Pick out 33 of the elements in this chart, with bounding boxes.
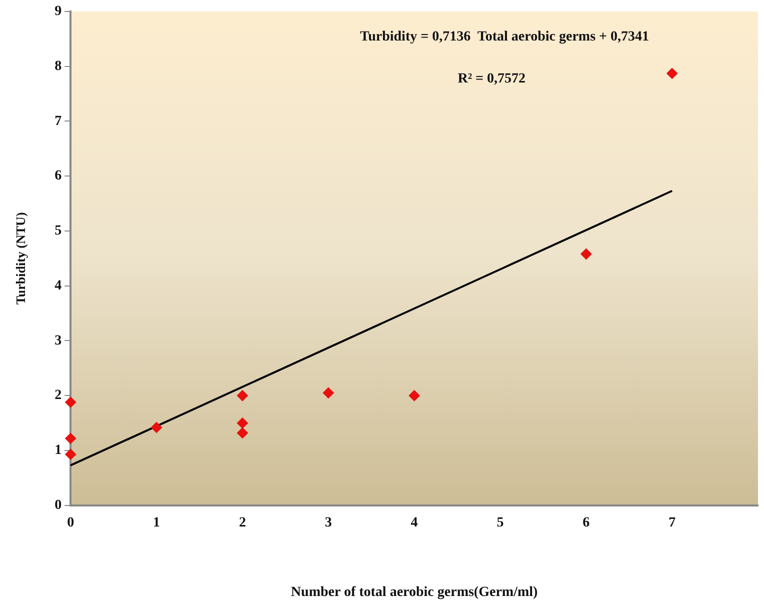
point — [322, 387, 334, 398]
x-tick-label: 4 — [410, 515, 418, 530]
y-tick-label: 0 — [54, 498, 62, 514]
y-axis-title: Turbidity (NTU) — [13, 212, 28, 305]
x-tick-label: 7 — [668, 515, 676, 530]
point — [580, 248, 592, 260]
annotation: Turbidity = 0,7136 Total aerobic germs + 0,7341 — [360, 29, 650, 44]
y-tick-label: 1 — [54, 443, 62, 458]
y-tick-label: 8 — [54, 58, 62, 74]
point — [65, 396, 76, 408]
x-tick-label: 3 — [324, 515, 332, 530]
x-tick-label: 6 — [582, 515, 590, 530]
y-tick-label: 7 — [54, 114, 62, 129]
x-tick-label: 5 — [496, 515, 504, 530]
x-tick-label: 0 — [67, 515, 74, 530]
x-axis-title: Number of total aerobic germs(Germ/ml) — [290, 585, 538, 600]
point — [236, 427, 248, 438]
point — [236, 418, 248, 429]
y-tick-label: 2 — [54, 388, 62, 404]
y-tick-label: 5 — [54, 224, 62, 239]
point — [408, 390, 420, 402]
point — [236, 390, 248, 402]
y-tick-label: 3 — [54, 333, 62, 348]
annotation: R² = 0,7572 — [458, 71, 526, 86]
y-tick-label: 4 — [54, 278, 62, 294]
y-tick-label: 6 — [54, 168, 62, 184]
point — [65, 448, 76, 460]
x-tick-label: 1 — [153, 515, 160, 530]
point — [151, 422, 162, 433]
point — [65, 432, 76, 444]
y-tick-label: 9 — [54, 4, 62, 20]
point — [666, 68, 678, 79]
x-tick-label: 2 — [238, 515, 246, 530]
